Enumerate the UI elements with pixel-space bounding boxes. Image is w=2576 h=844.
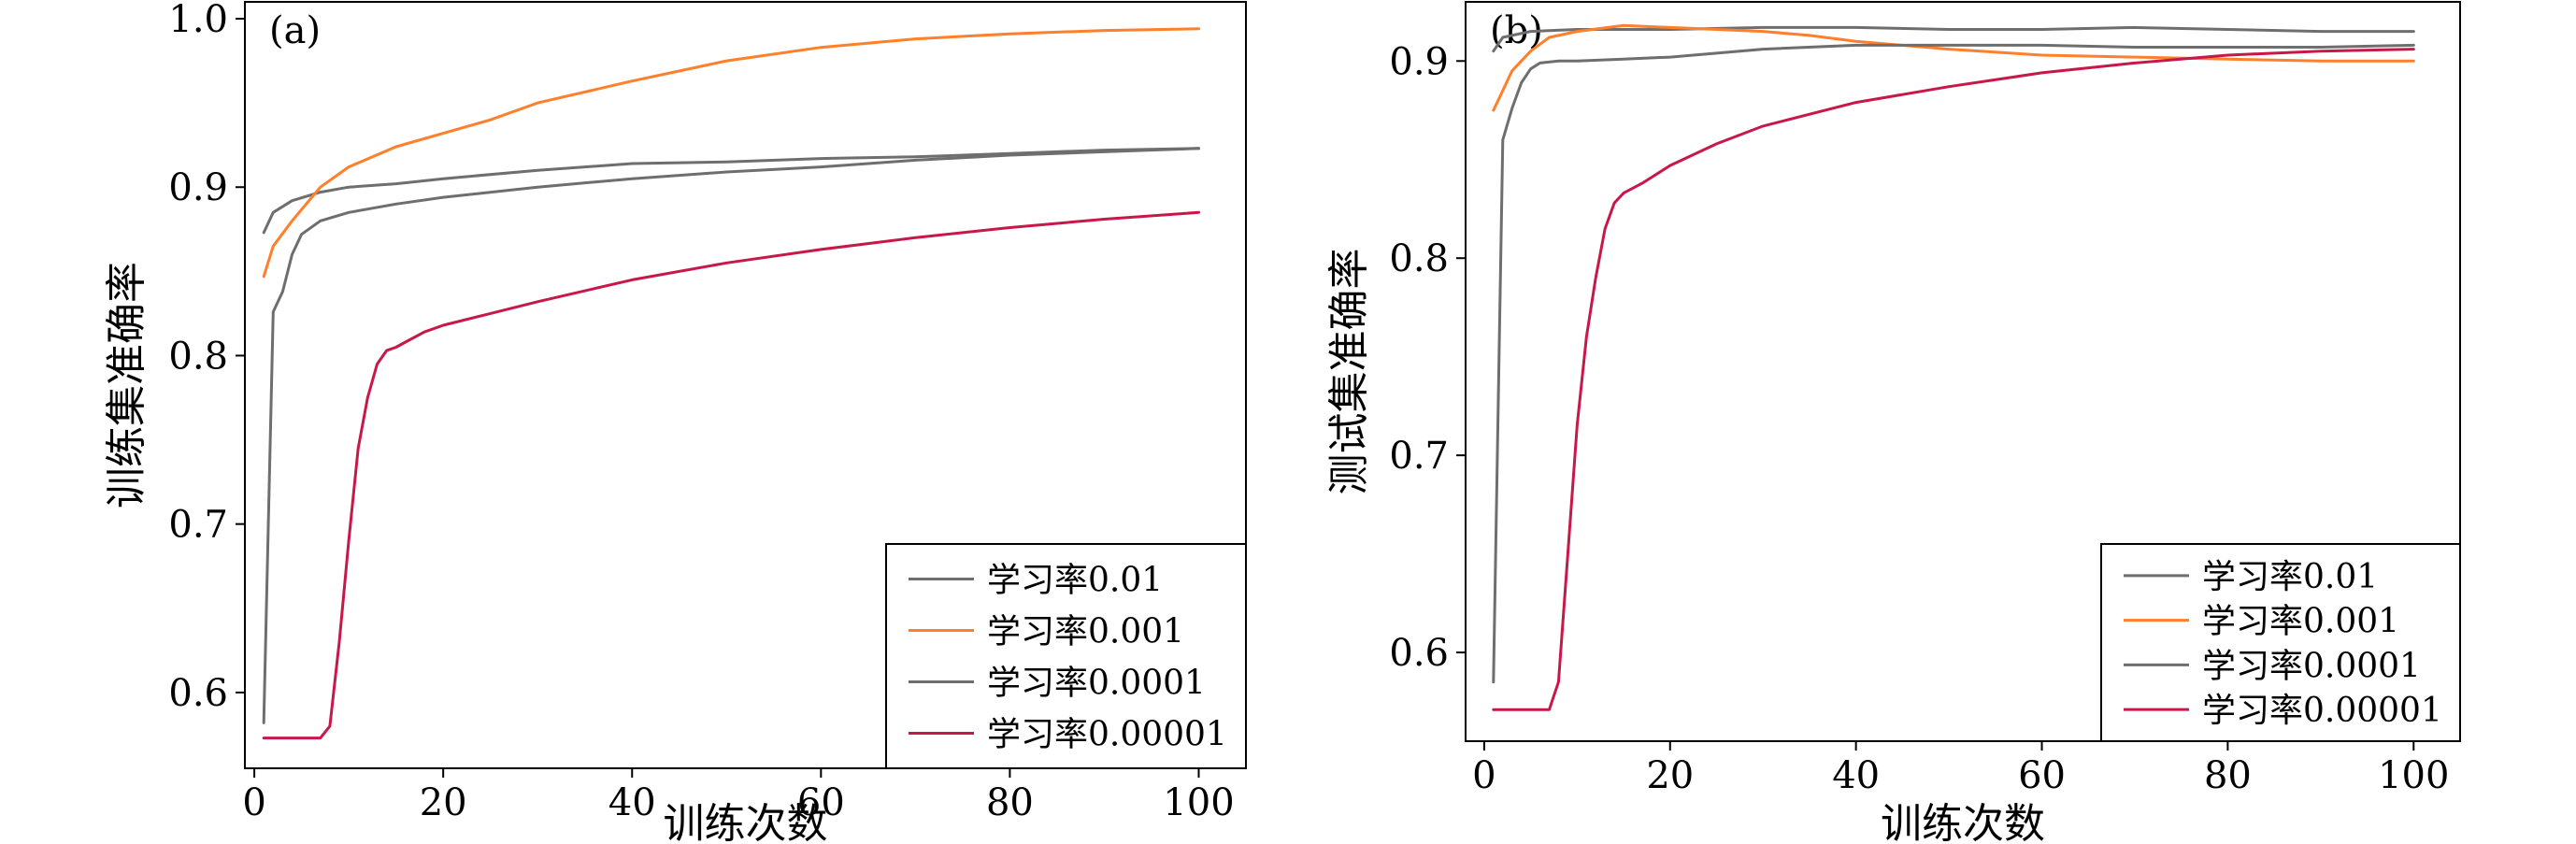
legend-label-1: 学习率0.001: [2202, 603, 2399, 641]
series-line-2: [262, 147, 1200, 724]
legend-label-0: 学习率0.01: [2202, 558, 2378, 596]
chart-panel-a: 0 20 40 60 80 100 0.6 0.7 0.8 0.9 1.0 训练次数 训练集准确率 (a)…: [103, 0, 1247, 844]
series-line-0: [262, 147, 1200, 235]
series-line-1: [262, 27, 1200, 279]
legend: 学习率0.01 学习率0.001 学习率0.0001 学习率0.00001: [2100, 543, 2461, 742]
legend-label-3: 学习率0.00001: [2202, 692, 2442, 730]
x-axis-label: 训练次数: [664, 800, 828, 844]
y-tick-label: 0.9: [168, 166, 228, 209]
legend-label-2: 学习率0.0001: [2202, 647, 2421, 685]
y-tick-label: 0.6: [168, 672, 228, 715]
plot-frame: [1465, 1, 2461, 742]
series-line-2: [1492, 43, 2415, 684]
legend-box: [885, 543, 1247, 769]
y-tick-label: 0.6: [1389, 632, 1449, 675]
x-tick-label: 100: [1163, 781, 1234, 824]
series-line-3: [262, 210, 1200, 740]
legend-label-0: 学习率0.01: [987, 562, 1163, 600]
plot-frame: [244, 1, 1247, 769]
x-tick-label: 60: [2018, 754, 2066, 797]
y-tick-label: 0.8: [168, 335, 228, 378]
panel-label: (a): [269, 9, 321, 52]
legend-label-3: 学习率0.00001: [987, 716, 1227, 754]
series-line-1: [1492, 23, 2415, 112]
legend-label-1: 学习率0.001: [987, 613, 1184, 651]
y-axis-label: 训练集准确率: [103, 262, 150, 508]
y-tick-label: 1.0: [168, 0, 228, 41]
y-tick-label: 0.7: [168, 504, 228, 547]
x-tick-label: 80: [2204, 754, 2252, 797]
chart-panel-b: 0 20 40 60 80 1000.60.70.80.9训练次数测试集准确率(b)学习率…: [1325, 1, 2461, 844]
x-tick-label: 40: [608, 781, 656, 824]
y-tick-label: 0.7: [1389, 435, 1449, 478]
x-tick-label: 0: [242, 781, 265, 824]
x-tick-label: 80: [986, 781, 1034, 824]
x-tick-label: 60: [797, 781, 845, 824]
legend: 学习率0.01 学习率0.001 学习率0.0001 学习率0.00001: [885, 543, 1247, 769]
x-tick-label: 40: [1832, 754, 1880, 797]
x-tick-label: 100: [2378, 754, 2449, 797]
x-axis-label: 训练次数: [1881, 800, 2045, 844]
x-tick-label: 20: [1646, 754, 1694, 797]
x-tick-label: 20: [420, 781, 467, 824]
series-line-3: [1492, 48, 2415, 711]
series-line-0: [1492, 25, 2415, 53]
x-tick-label: 0: [1472, 754, 1496, 797]
legend-label-2: 学习率0.0001: [987, 665, 1206, 703]
y-tick-label: 0.8: [1389, 237, 1449, 280]
y-axis-label: 测试集准确率: [1325, 249, 1373, 495]
y-tick-label: 0.9: [1389, 40, 1449, 83]
